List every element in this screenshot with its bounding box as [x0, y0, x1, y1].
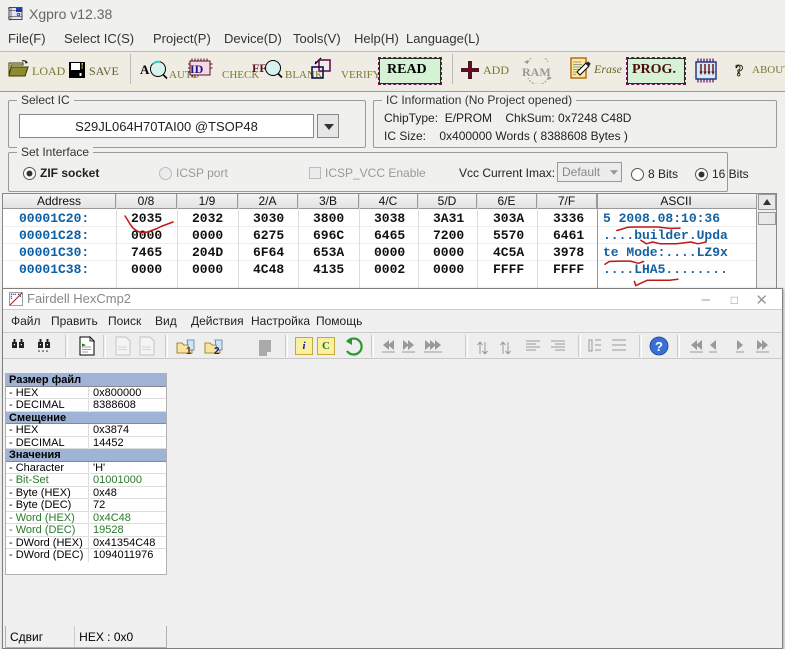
svg-text:ID: ID [190, 62, 204, 76]
svg-text:A: A [140, 62, 150, 77]
svg-text:2: 2 [214, 346, 220, 357]
svg-text:RAM: RAM [522, 65, 551, 79]
svg-text:1: 1 [186, 346, 192, 357]
svg-text:FF: FF [252, 61, 267, 75]
svg-text:?: ? [655, 339, 663, 354]
svg-text:?: ? [735, 61, 744, 80]
